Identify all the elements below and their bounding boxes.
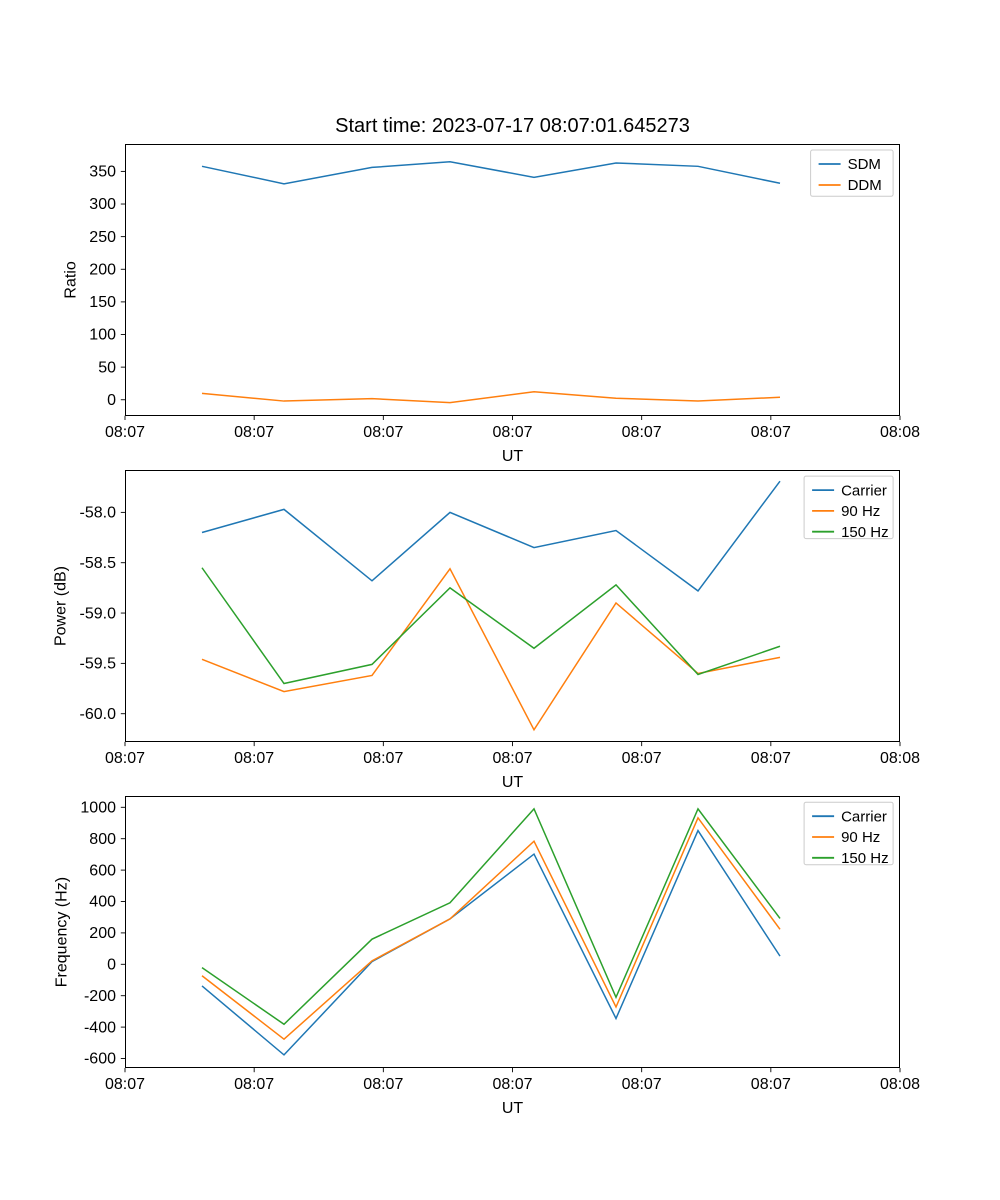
- svg-text:UT: UT: [502, 448, 524, 465]
- svg-text:0: 0: [107, 957, 116, 974]
- svg-text:08:07: 08:07: [622, 1076, 662, 1093]
- svg-text:-58.5: -58.5: [80, 555, 117, 572]
- svg-text:-200: -200: [84, 988, 116, 1005]
- svg-text:08:07: 08:07: [492, 1076, 532, 1093]
- svg-text:08:08: 08:08: [880, 1076, 920, 1093]
- svg-text:-600: -600: [84, 1051, 116, 1068]
- svg-text:08:08: 08:08: [880, 424, 920, 441]
- svg-text:-400: -400: [84, 1019, 116, 1036]
- svg-text:Carrier: Carrier: [841, 482, 887, 499]
- svg-text:-59.5: -59.5: [80, 656, 117, 673]
- svg-text:300: 300: [89, 196, 116, 213]
- svg-text:200: 200: [89, 925, 116, 942]
- svg-text:Power (dB): Power (dB): [53, 566, 70, 646]
- svg-text:08:07: 08:07: [363, 1076, 403, 1093]
- svg-text:400: 400: [89, 894, 116, 911]
- svg-text:150 Hz: 150 Hz: [841, 850, 889, 867]
- svg-text:SDM: SDM: [848, 156, 881, 173]
- svg-text:150 Hz: 150 Hz: [841, 524, 889, 541]
- svg-text:Carrier: Carrier: [841, 808, 887, 825]
- svg-text:200: 200: [89, 261, 116, 278]
- svg-text:90 Hz: 90 Hz: [841, 829, 880, 846]
- svg-text:UT: UT: [502, 774, 524, 791]
- svg-text:90 Hz: 90 Hz: [841, 503, 880, 520]
- svg-text:08:07: 08:07: [751, 750, 791, 767]
- svg-text:08:07: 08:07: [234, 750, 274, 767]
- svg-text:150: 150: [89, 294, 116, 311]
- svg-text:08:07: 08:07: [105, 750, 145, 767]
- svg-text:08:07: 08:07: [492, 750, 532, 767]
- svg-text:-59.0: -59.0: [80, 605, 117, 622]
- svg-text:600: 600: [89, 862, 116, 879]
- svg-text:Ratio: Ratio: [62, 261, 79, 298]
- svg-text:08:07: 08:07: [363, 424, 403, 441]
- svg-text:Start time: 2023-07-17 08:07:0: Start time: 2023-07-17 08:07:01.645273: [335, 115, 690, 137]
- svg-text:08:07: 08:07: [363, 750, 403, 767]
- svg-text:0: 0: [107, 392, 116, 409]
- svg-text:-60.0: -60.0: [80, 706, 117, 723]
- svg-text:08:08: 08:08: [880, 750, 920, 767]
- svg-text:350: 350: [89, 164, 116, 181]
- svg-text:08:07: 08:07: [234, 424, 274, 441]
- svg-text:08:07: 08:07: [105, 1076, 145, 1093]
- svg-text:08:07: 08:07: [622, 750, 662, 767]
- svg-text:DDM: DDM: [848, 177, 882, 194]
- svg-text:08:07: 08:07: [105, 424, 145, 441]
- svg-text:-58.0: -58.0: [80, 505, 117, 522]
- svg-text:50: 50: [98, 359, 116, 376]
- svg-text:08:07: 08:07: [751, 1076, 791, 1093]
- svg-text:08:07: 08:07: [622, 424, 662, 441]
- svg-text:UT: UT: [502, 1100, 524, 1117]
- svg-text:08:07: 08:07: [234, 1076, 274, 1093]
- svg-text:250: 250: [89, 229, 116, 246]
- svg-text:100: 100: [89, 327, 116, 344]
- svg-text:800: 800: [89, 831, 116, 848]
- svg-text:08:07: 08:07: [492, 424, 532, 441]
- svg-text:Frequency (Hz): Frequency (Hz): [53, 877, 70, 987]
- svg-text:08:07: 08:07: [751, 424, 791, 441]
- svg-text:1000: 1000: [80, 800, 116, 817]
